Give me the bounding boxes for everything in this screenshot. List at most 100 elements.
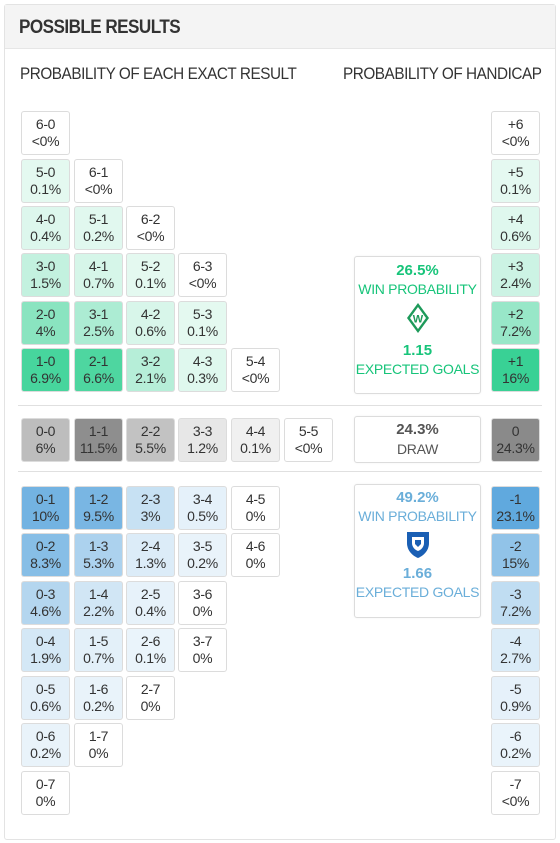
result-cell-home-label: 2-1 (88, 353, 109, 369)
result-cell-away: 3-5 0.2% (178, 533, 227, 577)
result-cell-home-label: 4-1 (88, 258, 109, 274)
handicap-cell-label: -5 (509, 681, 522, 697)
handicap-cell: +2 7.2% (491, 301, 540, 345)
handicap-cell-label: +4 (507, 211, 524, 227)
result-cell-away-pct: 0.7% (83, 650, 114, 666)
result-cell-home-label: 2-0 (35, 306, 56, 322)
result-cell-away-label: 0-4 (35, 633, 56, 649)
result-cell-home-pct: 0.3% (187, 370, 218, 386)
handicap-cell: -5 0.9% (491, 676, 540, 720)
handicap-cell: -3 7.2% (491, 581, 540, 625)
result-cell-home-label: 4-0 (35, 211, 56, 227)
result-cell-home: 2-1 6.6% (74, 348, 123, 392)
result-cell-draw-pct: 11.5% (79, 440, 118, 456)
handicap-cell: +1 16% (491, 348, 540, 392)
result-cell-home-label: 6-3 (192, 258, 213, 274)
result-cell-draw-pct: 1.2% (187, 440, 218, 456)
result-cell-home-label: 5-4 (245, 353, 266, 369)
handicap-cell-pct: 23.1% (496, 508, 535, 524)
handicap-cell-label: -3 (509, 586, 522, 602)
result-cell-away-label: 0-5 (35, 681, 56, 697)
result-cell-home: 4-1 0.7% (74, 253, 123, 297)
result-cell-away-label: 1-4 (88, 586, 109, 602)
result-cell-away-label: 0-2 (35, 538, 56, 554)
werder-bremen-crest-icon: W (406, 303, 429, 333)
hoffenheim-crest-icon (406, 532, 429, 558)
away-goals-label: EXPECTED GOALS (355, 584, 480, 600)
result-cell-home-pct: <0% (241, 370, 270, 386)
result-cell-away-pct: 0.4% (135, 603, 166, 619)
handicap-cell-pct: 16% (501, 370, 530, 386)
result-cell-away-label: 1-5 (88, 633, 109, 649)
result-cell-home-label: 3-2 (140, 353, 161, 369)
away-expected-goals: 1.66 (402, 565, 433, 582)
result-cell-home: 4-3 0.3% (178, 348, 227, 392)
result-cell-home-pct: 0.4% (30, 228, 61, 244)
result-cell-home: 5-1 0.2% (74, 206, 123, 250)
handicap-cell: +6 <0% (491, 111, 540, 155)
handicap-cell: -6 0.2% (491, 723, 540, 767)
result-cell-draw: 3-3 1.2% (178, 418, 227, 462)
result-cell-away-pct: 0.2% (83, 698, 114, 714)
handicap-cell-pct: 0.9% (500, 698, 531, 714)
result-cell-home-pct: 2.5% (83, 323, 114, 339)
handicap-cell-label: -2 (509, 538, 522, 554)
result-cell-away-pct: 0.1% (135, 650, 166, 666)
result-cell-away-label: 1-2 (88, 491, 109, 507)
result-cell-home-pct: 0.1% (30, 181, 61, 197)
result-cell-away-label: 1-7 (88, 728, 109, 744)
handicap-cell-pct: 7.2% (500, 603, 531, 619)
result-cell-away: 0-7 0% (21, 771, 70, 815)
result-cell-away-pct: 1.9% (30, 650, 61, 666)
handicap-cell-pct: 0.2% (500, 745, 531, 761)
home-goals-label: EXPECTED GOALS (355, 361, 480, 377)
result-cell-away-label: 2-7 (140, 681, 161, 697)
result-cell-home-pct: <0% (84, 181, 113, 197)
result-cell-away-pct: 0% (140, 698, 161, 714)
result-cell-home: 3-2 2.1% (126, 348, 175, 392)
result-cell-away-pct: 9.5% (83, 508, 114, 524)
result-cell-home: 6-1 <0% (74, 159, 123, 203)
handicap-cell: -2 15% (491, 533, 540, 577)
panel-header: POSSIBLE RESULTS (5, 5, 555, 49)
result-cell-home: 4-2 0.6% (126, 301, 175, 345)
handicap-cell-pct: 15% (501, 555, 530, 571)
result-cell-away: 2-5 0.4% (126, 581, 175, 625)
result-cell-home: 3-1 2.5% (74, 301, 123, 345)
result-cell-away: 1-4 2.2% (74, 581, 123, 625)
result-cell-away-pct: 2.2% (83, 603, 114, 619)
result-cell-home: 5-0 0.1% (21, 159, 70, 203)
result-cell-away-pct: 8.3% (30, 555, 61, 571)
result-cell-home-pct: 0.7% (83, 275, 114, 291)
result-cell-away-pct: 0.2% (30, 745, 61, 761)
result-cell-draw-label: 1-1 (88, 423, 109, 439)
result-cell-home-label: 4-2 (140, 306, 161, 322)
panel-title: POSSIBLE RESULTS (19, 17, 181, 38)
result-cell-home: 5-4 <0% (231, 348, 280, 392)
handicap-cell: -1 23.1% (491, 486, 540, 530)
result-cell-away-label: 0-7 (35, 776, 56, 792)
handicap-heading: PROBABILITY OF HANDICAP (343, 64, 542, 83)
result-cell-away-pct: 0.2% (187, 555, 218, 571)
result-cell-draw-pct: 6% (35, 440, 56, 456)
result-cell-home: 5-3 0.1% (178, 301, 227, 345)
handicap-cell-label: -1 (509, 491, 522, 507)
result-cell-draw-pct: 0.1% (240, 440, 271, 456)
result-cell-home-pct: 6.9% (30, 370, 61, 386)
result-cell-draw: 4-4 0.1% (231, 418, 280, 462)
result-cell-draw-pct: <0% (294, 440, 323, 456)
svg-text:W: W (412, 314, 423, 326)
result-cell-away-pct: 0.5% (187, 508, 218, 524)
result-cell-away-pct: 0% (35, 793, 56, 809)
result-cell-away: 1-2 9.5% (74, 486, 123, 530)
handicap-cell-pct: 24.3% (496, 440, 535, 456)
result-cell-home-label: 6-2 (140, 211, 161, 227)
result-cell-away: 1-6 0.2% (74, 676, 123, 720)
result-cell-away-label: 3-4 (192, 491, 213, 507)
result-cell-home-label: 3-0 (35, 258, 56, 274)
result-cell-away-pct: 0% (192, 603, 213, 619)
draw-label: DRAW (396, 441, 439, 457)
separator-bottom (18, 471, 542, 472)
result-cell-home: 6-2 <0% (126, 206, 175, 250)
result-cell-home-pct: 0.1% (135, 275, 166, 291)
